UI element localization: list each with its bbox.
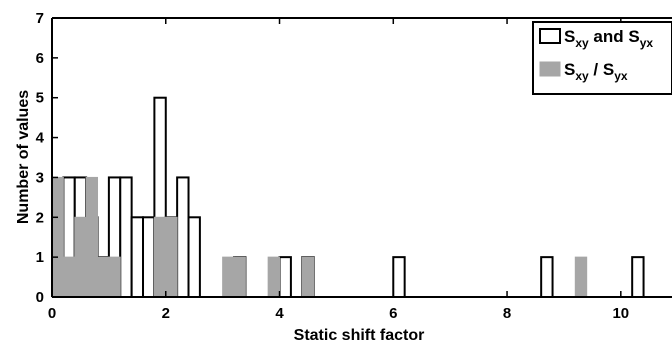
- bar-sxy-and-syx: [631, 256, 645, 299]
- bar-sxy-over-syx: [267, 256, 281, 298]
- x-tick-label: 10: [612, 305, 629, 322]
- bar-sxy-and-syx: [142, 216, 156, 298]
- bar-sxy-over-syx: [165, 216, 178, 298]
- x-tick-label: 6: [389, 305, 397, 322]
- x-tick-label: 8: [503, 305, 511, 322]
- legend-label: Sxy and Syx: [564, 27, 653, 50]
- y-tick-label: 2: [36, 209, 44, 226]
- bar-sxy-and-syx: [392, 256, 406, 299]
- bar-sxy-over-syx: [222, 256, 235, 298]
- bar-sxy-over-syx: [51, 176, 64, 298]
- bar-sxy-over-syx: [108, 256, 121, 298]
- x-tick-label: 0: [48, 305, 56, 322]
- bar-sxy-over-syx: [62, 256, 76, 298]
- bar-sxy-and-syx: [278, 256, 292, 299]
- bar-sxy-over-syx: [85, 176, 99, 298]
- y-tick-label: 1: [36, 249, 44, 266]
- bar-sxy-and-syx: [130, 216, 145, 298]
- bar-sxy-over-syx: [233, 256, 246, 298]
- bars-layer: [51, 96, 645, 299]
- bar-sxy-over-syx: [574, 256, 588, 298]
- bar-sxy-over-syx: [301, 256, 315, 298]
- y-tick-label: 0: [36, 289, 44, 306]
- x-tick-label: 4: [275, 305, 284, 322]
- y-axis-title: Number of values: [15, 90, 32, 224]
- bar-sxy-and-syx: [540, 256, 554, 299]
- x-tick-label: 2: [162, 305, 170, 322]
- legend-swatch-sxy-and-syx: [539, 28, 561, 44]
- legend-box: [532, 21, 672, 95]
- legend: Sxy and Syx Sxy / Syx: [532, 21, 672, 95]
- legend-swatch-sxy-over-syx: [539, 61, 561, 77]
- legend-label: Sxy / Syx: [564, 60, 628, 83]
- y-tick-label: 7: [36, 10, 44, 27]
- bar-sxy-over-syx: [74, 216, 87, 298]
- y-tick-label: 6: [36, 50, 44, 67]
- bar-sxy-and-syx: [119, 176, 133, 298]
- y-tick-label: 5: [36, 90, 44, 107]
- ticks-layer: 0 2 4 6 8 10 0 1 2 3 4 5 6 7: [36, 10, 629, 322]
- y-tick-label: 3: [36, 169, 44, 186]
- bar-sxy-and-syx: [176, 176, 190, 298]
- bar-sxy-and-syx: [187, 216, 201, 298]
- bar-sxy-over-syx: [153, 216, 167, 298]
- y-tick-label: 4: [36, 130, 45, 147]
- x-axis-title: Static shift factor: [294, 327, 425, 344]
- axes-layer: [51, 17, 672, 298]
- bar-sxy-over-syx: [97, 256, 110, 298]
